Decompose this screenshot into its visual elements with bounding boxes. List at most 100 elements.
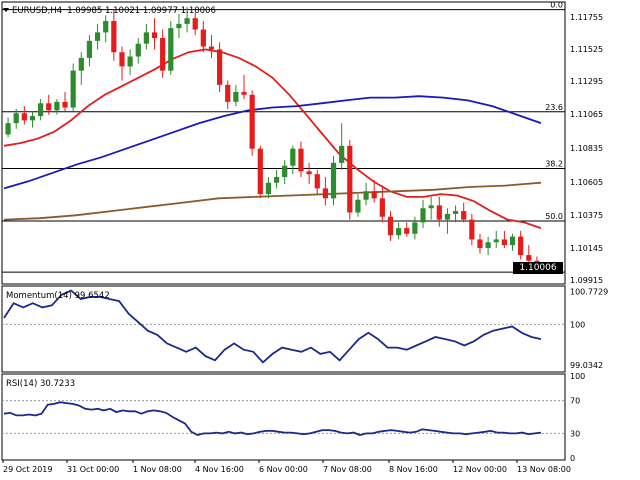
candle-body: [103, 21, 109, 33]
candle-body: [257, 148, 263, 195]
x-tick-label: 29 Oct 2019: [3, 465, 52, 474]
candle-body: [78, 57, 84, 71]
candle-body: [265, 182, 272, 195]
price-tick-label: 1.10145: [570, 244, 603, 253]
candle-body: [371, 191, 377, 199]
candle-body: [485, 242, 491, 248]
candle-body: [86, 40, 93, 58]
candle-body: [200, 29, 206, 47]
candle-body: [168, 28, 174, 71]
x-tick-label: 7 Nov 08:00: [323, 465, 372, 474]
candle-body: [387, 216, 394, 236]
candle-body: [509, 236, 516, 246]
candle-body: [21, 113, 27, 121]
candle-body: [192, 18, 198, 30]
x-tick-label: 1 Nov 08:00: [133, 465, 182, 474]
candle-body: [217, 49, 223, 85]
candle-body: [5, 123, 11, 135]
sma-line-0: [3, 48, 542, 229]
reference-lines: [2, 323, 565, 434]
candle-body: [379, 198, 385, 217]
candle-body: [111, 21, 117, 53]
moving-averages: [3, 48, 542, 229]
candle-body: [477, 239, 483, 248]
fib-label-0: 0.0: [550, 1, 563, 10]
candle-body: [208, 46, 215, 50]
x-tick-label: 13 Nov 08:00: [517, 465, 571, 474]
rsi-tick-label: 30: [570, 429, 580, 438]
candle-body: [469, 219, 475, 240]
rsi-line: [3, 401, 542, 436]
candle-body: [282, 165, 288, 178]
candle-body: [54, 101, 60, 111]
x-tick-label: 12 Nov 00:00: [453, 465, 507, 474]
rsi-tick-label: 100: [570, 372, 585, 381]
panel-frames: [1, 1, 566, 461]
candle-body: [452, 211, 459, 214]
fib-label-3: 50.0: [545, 212, 563, 221]
sma-line-1: [3, 95, 542, 190]
candle-body: [127, 56, 133, 67]
candle-body: [412, 222, 418, 234]
candle-body: [38, 103, 44, 117]
momentum-tick-label: 99.0342: [570, 361, 603, 370]
candle-body: [184, 18, 190, 24]
candle-body: [322, 188, 328, 199]
candle-body: [534, 260, 540, 263]
candle-body: [249, 94, 255, 149]
momentum-tick-label: 100: [570, 320, 585, 329]
x-tick-label: 4 Nov 16:00: [195, 465, 244, 474]
rsi-panel-frame: [1, 373, 566, 461]
candle-body: [298, 148, 304, 172]
current-price-label: 1.10006: [513, 262, 563, 274]
x-tick-label: 8 Nov 16:00: [389, 465, 438, 474]
candle-body: [444, 213, 451, 220]
price-tick-label: 1.11295: [570, 77, 603, 86]
candle-body: [135, 43, 141, 57]
candle-body: [62, 101, 68, 108]
main-panel-frame: [1, 1, 566, 285]
price-tick-label: 1.10375: [570, 211, 603, 220]
momentum-panel-frame: [1, 285, 566, 373]
axis-labels: 1.11755 1.11525 1.11295 1.11065 1.10835 1.106…: [2, 13, 608, 474]
candle-body: [151, 32, 158, 39]
candle-body: [396, 228, 402, 236]
candle-body: [347, 145, 353, 213]
price-tick-label: 1.11525: [570, 45, 603, 54]
candle-body: [290, 148, 296, 166]
candle-body: [46, 103, 52, 111]
candle-body: [526, 255, 532, 261]
symbol-label: EURUSD,H4: [12, 6, 62, 16]
candle-body: [314, 174, 320, 189]
candle-body: [518, 236, 524, 256]
candle-body: [143, 32, 149, 44]
candle-body: [363, 191, 369, 200]
candle-body: [233, 91, 239, 102]
candle-body: [273, 177, 280, 183]
candle-body: [119, 52, 125, 67]
fib-label-2: 38.2: [545, 160, 563, 169]
price-tick-label: 1.09915: [570, 276, 603, 285]
candle-body: [355, 199, 361, 213]
candle-body: [29, 116, 36, 121]
candle-body: [404, 228, 410, 234]
candle-body: [493, 239, 499, 243]
candle-body: [70, 70, 76, 108]
candle-body: [330, 162, 337, 199]
rsi-title: RSI(14) 30.7233: [6, 379, 75, 389]
momentum-tick-label: 100.7729: [570, 288, 608, 297]
indicator-lines: [3, 289, 542, 436]
candle-body: [420, 208, 426, 223]
dropdown-arrow-icon[interactable]: [3, 8, 9, 12]
price-tick-label: 1.10835: [570, 144, 603, 153]
momentum-line: [3, 289, 542, 364]
candle-body: [339, 145, 345, 163]
candle-body: [501, 239, 507, 246]
candles[interactable]: [5, 6, 540, 265]
candle-body: [428, 205, 434, 209]
candle-body: [225, 84, 231, 102]
candle-body: [436, 205, 442, 220]
price-tick-label: 1.11065: [570, 110, 603, 119]
candle-body: [94, 32, 101, 41]
